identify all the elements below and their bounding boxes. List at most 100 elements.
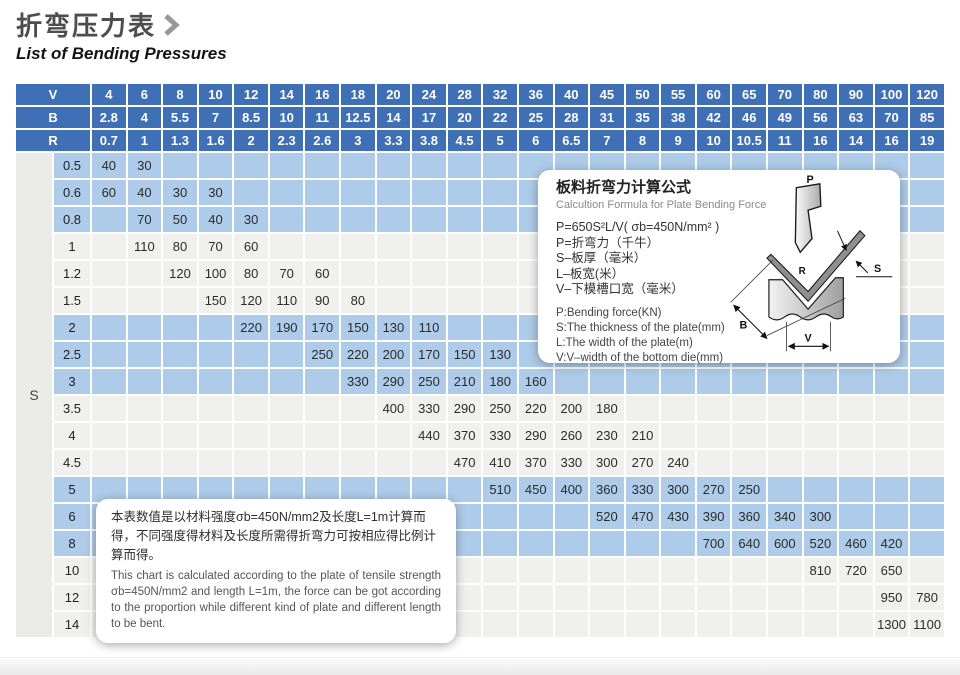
pressure-cell: 220 — [518, 396, 553, 421]
header-cell: 20 — [376, 84, 411, 105]
header-cell: 2.6 — [305, 130, 340, 151]
pressure-cell — [127, 315, 162, 340]
header-cell: 1.6 — [198, 130, 233, 151]
pressure-cell — [305, 477, 340, 502]
header-cell: 9 — [661, 130, 695, 151]
pressure-cell — [305, 234, 340, 259]
header-cell: 6 — [127, 84, 162, 105]
header-cell: 28 — [554, 107, 589, 128]
pressure-cell: 40 — [198, 207, 233, 232]
pressure-cell: 700 — [696, 531, 731, 556]
pressure-cell — [625, 585, 660, 610]
header-cell: 4 — [92, 84, 126, 105]
s-arrow — [837, 230, 847, 251]
pressure-cell: 60 — [92, 180, 126, 205]
pressure-cell — [198, 477, 233, 502]
pressure-cell — [768, 612, 802, 637]
pressure-cell: 180 — [590, 396, 624, 421]
s-value-cell: 10 — [54, 558, 91, 583]
pressure-cell — [518, 531, 553, 556]
pressure-cell: 180 — [483, 369, 517, 394]
pressure-cell — [554, 504, 589, 529]
pressure-cell — [839, 396, 873, 421]
pressure-cell — [803, 477, 838, 502]
pressure-cell — [447, 153, 482, 178]
pressure-cell: 250 — [732, 477, 766, 502]
pressure-cell: 220 — [341, 342, 375, 367]
pressure-cell — [198, 315, 233, 340]
pressure-cell — [198, 153, 233, 178]
s-value-cell: 3.5 — [54, 396, 91, 421]
pressure-cell — [163, 153, 197, 178]
s-value-cell: 0.6 — [54, 180, 91, 205]
pressure-cell — [625, 531, 660, 556]
pressure-cell — [696, 423, 731, 448]
header-cell: 7 — [198, 107, 233, 128]
pressure-cell — [732, 585, 766, 610]
pressure-cell: 470 — [625, 504, 660, 529]
header-cell: 90 — [839, 84, 873, 105]
pressure-cell — [412, 234, 446, 259]
pressure-cell — [341, 261, 375, 286]
pressure-cell — [412, 180, 446, 205]
dimension-line — [730, 259, 774, 303]
punch-shape — [794, 182, 822, 254]
pressure-cell — [92, 261, 126, 286]
pressure-cell — [483, 612, 517, 637]
header-cell: 1.3 — [163, 130, 197, 151]
chevron-right-icon — [164, 13, 180, 36]
pressure-cell — [910, 558, 944, 583]
pressure-cell — [341, 423, 375, 448]
pressure-cell — [269, 180, 304, 205]
header-cell: 2.3 — [269, 130, 304, 151]
pressure-cell — [198, 396, 233, 421]
pressure-cell: 520 — [803, 531, 838, 556]
pressure-cell: 170 — [412, 342, 446, 367]
pressure-cell — [590, 612, 624, 637]
pressure-cell — [696, 585, 731, 610]
pressure-cell — [483, 585, 517, 610]
header-cell: 55 — [661, 84, 695, 105]
pressure-cell — [412, 153, 446, 178]
pressure-cell: 100 — [198, 261, 233, 286]
s-value-cell: 1 — [54, 234, 91, 259]
table-row: 4.5 470 410 370 330 300 270 240 — [16, 450, 944, 475]
header-cell: 14 — [269, 84, 304, 105]
pressure-cell — [661, 558, 695, 583]
pressure-cell — [839, 450, 873, 475]
s-value-cell: 4.5 — [54, 450, 91, 475]
page-header: 折弯压力表 List of Bending Pressures — [16, 6, 227, 64]
pressure-cell — [341, 180, 375, 205]
pressure-cell — [447, 477, 482, 502]
pressure-cell — [483, 531, 517, 556]
pressure-cell — [910, 531, 944, 556]
pressure-cell: 400 — [554, 477, 589, 502]
pressure-cell: 640 — [732, 531, 766, 556]
pressure-cell: 460 — [839, 531, 873, 556]
pressure-cell: 130 — [483, 342, 517, 367]
pressure-cell: 520 — [590, 504, 624, 529]
pressure-cell — [696, 612, 731, 637]
header-cell: 8 — [625, 130, 660, 151]
pressure-cell — [625, 612, 660, 637]
pressure-cell — [92, 396, 126, 421]
header-row: B 2.8 4 5.5 7 8.5 10 11 12.5 14 17 20 22 25 28 31 35 38 42… — [16, 107, 944, 128]
pressure-cell: 440 — [412, 423, 446, 448]
pressure-cell — [412, 450, 446, 475]
pressure-cell — [412, 207, 446, 232]
header-cell: 28 — [447, 84, 482, 105]
pressure-cell: 300 — [590, 450, 624, 475]
pressure-cell — [803, 369, 838, 394]
pressure-cell: 330 — [554, 450, 589, 475]
pressure-cell: 720 — [839, 558, 873, 583]
pressure-cell: 190 — [269, 315, 304, 340]
pressure-cell — [92, 342, 126, 367]
pressure-cell — [341, 207, 375, 232]
pressure-cell: 70 — [269, 261, 304, 286]
pressure-cell: 450 — [518, 477, 553, 502]
pressure-cell: 200 — [554, 396, 589, 421]
pressure-cell — [483, 153, 517, 178]
pressure-cell: 780 — [910, 585, 944, 610]
pressure-cell: 270 — [625, 450, 660, 475]
pressure-cell — [127, 477, 162, 502]
